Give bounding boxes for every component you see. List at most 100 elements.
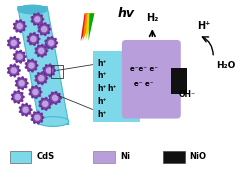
Circle shape xyxy=(21,103,24,106)
Circle shape xyxy=(44,73,47,76)
Bar xyxy=(93,51,140,122)
Ellipse shape xyxy=(37,117,69,126)
Circle shape xyxy=(26,60,37,71)
Circle shape xyxy=(45,64,48,67)
Circle shape xyxy=(33,32,36,35)
Circle shape xyxy=(35,96,38,99)
Circle shape xyxy=(49,63,52,66)
Circle shape xyxy=(47,31,50,34)
Circle shape xyxy=(44,43,47,46)
Circle shape xyxy=(19,106,22,109)
Circle shape xyxy=(51,101,54,104)
Circle shape xyxy=(36,45,47,56)
Circle shape xyxy=(34,16,41,23)
Circle shape xyxy=(41,82,44,85)
Circle shape xyxy=(37,122,40,125)
Circle shape xyxy=(18,41,21,44)
Circle shape xyxy=(37,30,40,33)
Circle shape xyxy=(42,18,44,21)
Bar xyxy=(51,64,63,78)
Circle shape xyxy=(37,12,40,15)
Circle shape xyxy=(15,50,18,53)
Circle shape xyxy=(29,33,32,36)
Circle shape xyxy=(45,97,48,100)
Circle shape xyxy=(32,89,39,95)
Circle shape xyxy=(42,67,45,70)
Circle shape xyxy=(38,87,41,90)
Circle shape xyxy=(13,53,16,56)
Circle shape xyxy=(22,52,26,54)
Text: e⁻e⁻ e⁻: e⁻e⁻ e⁻ xyxy=(130,66,158,71)
Circle shape xyxy=(31,16,33,19)
Circle shape xyxy=(52,65,55,68)
Polygon shape xyxy=(86,13,94,41)
Circle shape xyxy=(28,89,32,91)
Circle shape xyxy=(16,23,23,30)
Circle shape xyxy=(9,64,12,67)
Circle shape xyxy=(44,65,54,76)
Text: Ni: Ni xyxy=(120,152,130,161)
Circle shape xyxy=(34,47,37,50)
Text: CdS: CdS xyxy=(36,152,54,161)
Circle shape xyxy=(18,80,25,87)
Circle shape xyxy=(13,91,16,94)
Circle shape xyxy=(33,23,36,26)
Circle shape xyxy=(21,76,24,79)
Circle shape xyxy=(25,66,27,69)
Circle shape xyxy=(42,71,45,74)
Circle shape xyxy=(41,55,44,58)
Circle shape xyxy=(36,64,39,67)
Circle shape xyxy=(51,36,54,39)
Circle shape xyxy=(25,62,27,65)
Circle shape xyxy=(27,59,30,62)
Circle shape xyxy=(32,112,43,123)
Circle shape xyxy=(16,53,23,60)
Circle shape xyxy=(51,91,54,94)
Circle shape xyxy=(55,41,58,44)
Circle shape xyxy=(45,77,49,80)
Circle shape xyxy=(30,108,33,111)
Text: H₂O: H₂O xyxy=(216,61,236,70)
Circle shape xyxy=(38,100,41,103)
Circle shape xyxy=(28,105,31,108)
Circle shape xyxy=(26,82,29,85)
Circle shape xyxy=(33,43,36,46)
Circle shape xyxy=(17,38,20,41)
Circle shape xyxy=(14,51,25,62)
Circle shape xyxy=(15,84,18,87)
Bar xyxy=(10,151,32,163)
Circle shape xyxy=(27,69,30,72)
Bar xyxy=(93,151,115,163)
Circle shape xyxy=(17,87,20,90)
Circle shape xyxy=(40,98,51,109)
Circle shape xyxy=(13,36,16,39)
Circle shape xyxy=(17,73,20,76)
Circle shape xyxy=(45,49,49,52)
Circle shape xyxy=(52,73,55,76)
Circle shape xyxy=(36,41,39,44)
Circle shape xyxy=(19,19,22,22)
Circle shape xyxy=(41,71,44,74)
Circle shape xyxy=(20,104,31,115)
Circle shape xyxy=(29,43,32,45)
Circle shape xyxy=(7,43,10,46)
Circle shape xyxy=(13,100,16,103)
Circle shape xyxy=(49,102,52,105)
Circle shape xyxy=(53,69,56,72)
Circle shape xyxy=(19,61,22,64)
Circle shape xyxy=(37,26,40,29)
Circle shape xyxy=(40,14,43,17)
Circle shape xyxy=(46,37,56,48)
Circle shape xyxy=(49,28,51,31)
Circle shape xyxy=(47,24,50,27)
Circle shape xyxy=(44,81,47,83)
Circle shape xyxy=(28,112,31,115)
Circle shape xyxy=(38,75,45,82)
Circle shape xyxy=(13,75,16,77)
Circle shape xyxy=(13,57,16,60)
Circle shape xyxy=(19,30,22,33)
Text: h⁺: h⁺ xyxy=(97,97,107,106)
Circle shape xyxy=(12,91,23,102)
Circle shape xyxy=(37,72,40,75)
Circle shape xyxy=(34,79,37,82)
